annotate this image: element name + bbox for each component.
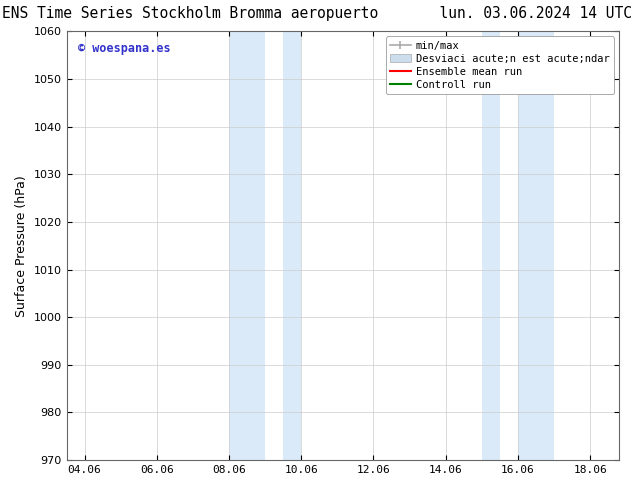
Bar (482, 31, 500, 460)
Bar (229, 31, 265, 460)
Legend: min/max, Desviaci acute;n est acute;ndar, Ensemble mean run, Controll run: min/max, Desviaci acute;n est acute;ndar… (385, 36, 614, 94)
Text: ENS Time Series Stockholm Bromma aeropuerto       lun. 03.06.2024 14 UTC: ENS Time Series Stockholm Bromma aeropue… (2, 6, 632, 22)
Bar (518, 31, 554, 460)
Bar (283, 31, 301, 460)
Text: © woespana.es: © woespana.es (77, 42, 170, 55)
Y-axis label: Surface Pressure (hPa): Surface Pressure (hPa) (15, 175, 28, 317)
